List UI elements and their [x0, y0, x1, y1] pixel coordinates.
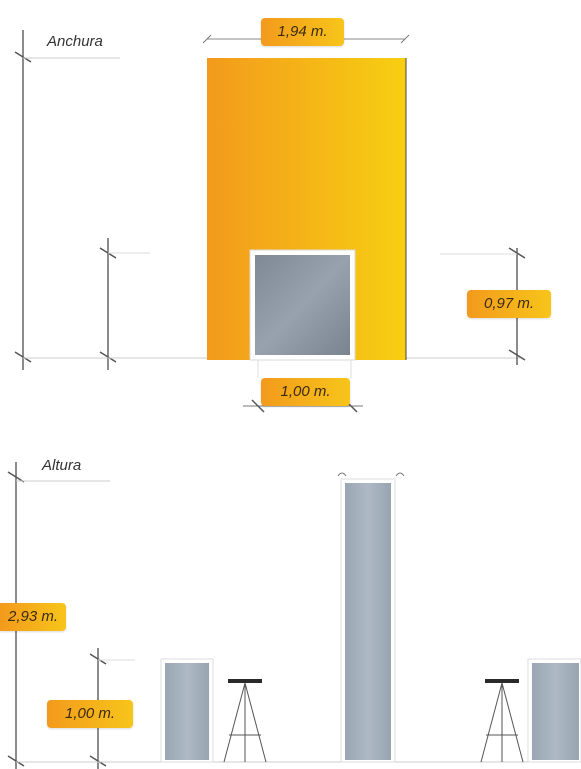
altura-section: [7, 462, 581, 769]
window-width-badge: 1,00 m.: [261, 378, 350, 406]
anchura-left-measure-tick-top: [14, 51, 32, 63]
width-dimension-tick-right: [400, 34, 410, 44]
width-dimension-tick-left: [202, 34, 212, 44]
anchura-left-measure-tick-bottom: [14, 351, 32, 363]
width-badge: 1,94 m.: [261, 18, 344, 46]
window-glass: [255, 255, 350, 355]
altura-window-height-badge: 1,00 m.: [47, 700, 133, 728]
altura-title: Altura: [42, 457, 82, 474]
altura-bottom-tick-left: [7, 755, 25, 767]
window-height-tick-top: [508, 247, 526, 259]
anchura-title: Anchura: [47, 33, 103, 50]
height-badge: 2,93 m.: [0, 603, 66, 631]
altura-left-tick-top: [7, 471, 25, 483]
altura-bottom-tick-inner: [89, 755, 107, 767]
left-small-window-glass: [165, 663, 209, 760]
altura-inner-tick-top: [89, 653, 107, 665]
tall-window-top-marks: [337, 472, 405, 477]
window-width-tick-left: [251, 399, 265, 413]
left-stool: [223, 679, 267, 763]
window-height-tick-bottom: [508, 349, 526, 361]
tall-window-glass: [345, 483, 391, 760]
anchura-inner-tick-bottom: [99, 351, 117, 363]
window-height-badge: 0,97 m.: [467, 290, 551, 318]
right-stool: [480, 679, 524, 763]
anchura-section: [14, 30, 526, 413]
right-small-window-glass: [532, 663, 579, 760]
